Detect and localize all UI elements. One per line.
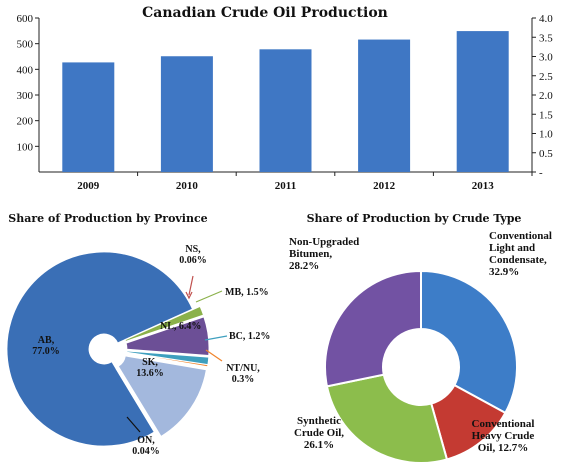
province-slice (6, 251, 193, 447)
bar-2009 (62, 62, 115, 172)
leader-line-mb (195, 290, 223, 303)
x-tick-label: 2010 (176, 180, 199, 192)
leader-line-ntnu (205, 349, 223, 362)
y-tick-label: 400 (17, 64, 34, 76)
slice-label-sk: SK, 13.6% (136, 357, 164, 379)
slice-label-mb: MB, 1.5% (225, 287, 269, 298)
y-tick-label: 200 (17, 116, 34, 128)
arrow-ns (185, 291, 193, 300)
slice-label-ab: AB, 77.0% (32, 335, 60, 357)
slice-label-conventional-heavy: Conventional Heavy Crude Oil, 12.7% (472, 418, 535, 454)
y-tick-label: 100 (17, 141, 34, 153)
slice-label-ns: NS, 0.06% (179, 244, 207, 266)
crude-type-slice (324, 269, 422, 388)
x-tick-label: 2013 (472, 180, 495, 192)
slice-label-ntnu: NT/NU, 0.3% (226, 363, 260, 385)
slice-label-on: ON, 0.04% (132, 435, 160, 457)
slice-label-bc: BC, 1.2% (229, 331, 270, 342)
crude-type-slice (420, 269, 518, 415)
y2-tick-label: 3.5 (539, 32, 553, 44)
bar-chart-title: Canadian Crude Oil Production (142, 5, 388, 21)
y2-tick-label: - (539, 167, 543, 179)
crude-type-donut-title: Share of Production by Crude Type (307, 212, 522, 225)
x-tick-label: 2009 (77, 180, 100, 192)
leader-line-on (126, 416, 141, 433)
slice-label-bitumen: Non-Upgraded Bitumen, 28.2% (289, 236, 359, 272)
x-tick-label: 2012 (373, 180, 396, 192)
province-pie-title: Share of Production by Province (8, 212, 207, 225)
y-tick-label: 600 (17, 13, 34, 25)
bar-2012 (358, 39, 411, 173)
y-tick-label: 500 (17, 39, 34, 51)
y2-tick-label: 1.5 (539, 109, 553, 121)
crude-type-slice (325, 373, 449, 464)
y2-tick-label: 4.0 (539, 13, 553, 25)
province-slice (125, 316, 210, 356)
x-tick-label: 2011 (275, 180, 296, 192)
province-slice (117, 355, 207, 437)
bar-2011 (259, 49, 312, 172)
y-tick-label: 300 (17, 90, 34, 102)
y2-tick-label: 1.0 (539, 129, 553, 141)
y2-tick-label: 2.5 (539, 71, 553, 83)
leader-line-ns (188, 275, 194, 296)
y2-tick-label: 2.0 (539, 90, 553, 102)
province-slice (126, 352, 209, 368)
y2-tick-label: 3.0 (539, 52, 553, 64)
province-slice (124, 305, 204, 342)
slice-label-nl: NL, 6.4% (160, 321, 201, 332)
leader-line-bc (204, 335, 228, 341)
y2-tick-label: 0.5 (539, 148, 553, 160)
province-pie: AB, 77.0% NS, 0.06% MB, 1.5% NL, 6.4% BC, 1.2%… (6, 244, 270, 457)
bar-chart: 100 200 300 400 500 600 - 0.5 1.0 1.5 2.0 2.5 3.0 3.5… (17, 13, 554, 192)
bar-2010 (160, 56, 213, 172)
slice-label-conventional-light: Conventional Light and Condensate, 32.9% (489, 230, 552, 278)
crude-type-donut: Conventional Light and Condensate, 32.9% Con… (289, 230, 552, 464)
bar-2013 (456, 31, 509, 173)
slice-label-synthetic: Synthetic Crude Oil, 26.1% (294, 415, 344, 451)
province-slice (115, 368, 160, 440)
